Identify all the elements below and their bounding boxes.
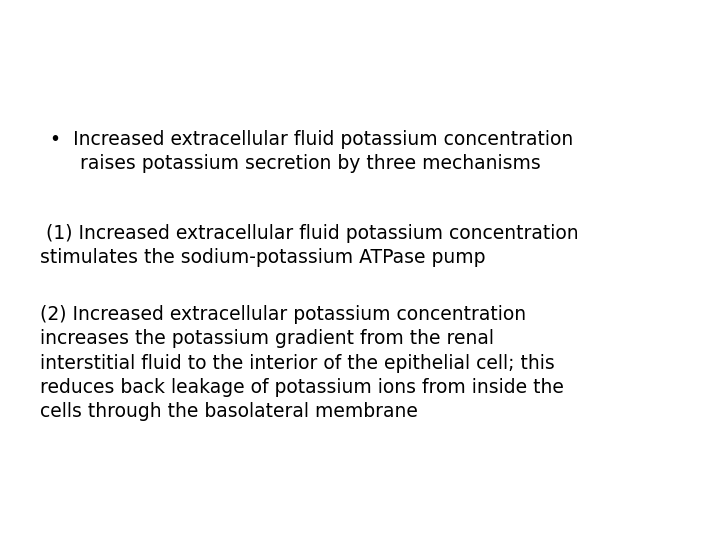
Text: (2) Increased extracellular potassium concentration
increases the potassium grad: (2) Increased extracellular potassium co… [40, 305, 564, 421]
Text: (1) Increased extracellular fluid potassium concentration
stimulates the sodium-: (1) Increased extracellular fluid potass… [40, 224, 578, 267]
Text: •  Increased extracellular fluid potassium concentration
     raises potassium s: • Increased extracellular fluid potassiu… [50, 130, 574, 173]
